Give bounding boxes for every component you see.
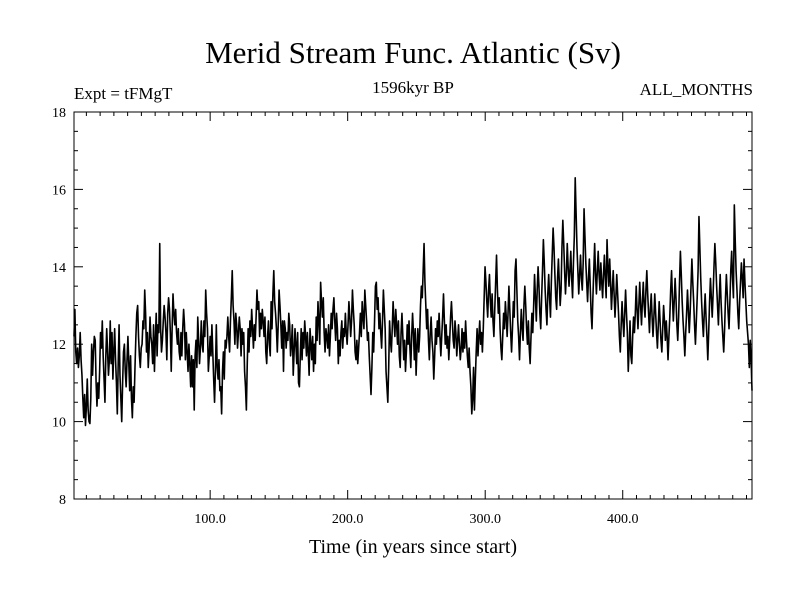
months-label: ALL_MONTHS: [640, 80, 753, 99]
y-tick-label: 16: [52, 183, 66, 198]
x-axis-label: Time (in years since start): [309, 536, 517, 558]
experiment-label: Expt = tFMgT: [74, 84, 173, 103]
x-tick-label: 100.0: [194, 512, 226, 527]
y-tick-label: 18: [52, 106, 66, 121]
series-line: [73, 176, 753, 427]
x-axis: 100.0 200.0 300.0 400.0: [194, 112, 638, 527]
y-axis: 8 10 12 14 16 18: [52, 106, 752, 508]
epoch-label: 1596kyr BP: [372, 78, 454, 97]
x-tick-label: 200.0: [332, 512, 364, 527]
chart-title: Merid Stream Func. Atlantic (Sv): [205, 35, 621, 70]
y-tick-label: 10: [52, 416, 66, 431]
x-tick-label: 300.0: [469, 512, 501, 527]
y-tick-label: 14: [52, 261, 66, 276]
x-tick-label: 400.0: [607, 512, 639, 527]
y-tick-label: 8: [59, 493, 66, 508]
y-tick-label: 12: [52, 338, 66, 353]
